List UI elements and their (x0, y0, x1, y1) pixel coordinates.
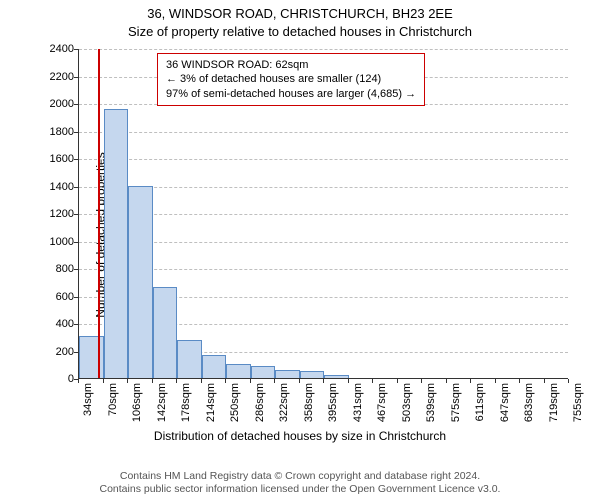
legend-line-3: 97% of semi-detached houses are larger (… (166, 87, 416, 101)
y-tick-label: 1000 (34, 236, 74, 248)
x-tick-label: 719sqm (548, 383, 560, 429)
x-tick-label: 647sqm (499, 383, 511, 429)
footer-line-2: Contains public sector information licen… (8, 483, 592, 496)
footer: Contains HM Land Registry data © Crown c… (8, 470, 592, 496)
x-tick-label: 322sqm (278, 383, 290, 429)
y-tick-label: 2000 (34, 98, 74, 110)
histogram-bar (128, 186, 153, 379)
x-tick-label: 286sqm (254, 383, 266, 429)
property-marker (98, 49, 100, 378)
y-tick-label: 1200 (34, 208, 74, 220)
x-tick-label: 106sqm (131, 383, 143, 429)
y-tick-label: 200 (34, 346, 74, 358)
histogram-bar (324, 375, 349, 378)
x-tick-label: 358sqm (303, 383, 315, 429)
x-tick-label: 250sqm (229, 383, 241, 429)
x-tick-label: 503sqm (401, 383, 413, 429)
x-tick-label: 611sqm (474, 383, 486, 429)
y-tick-label: 0 (34, 373, 74, 385)
chart-container: Number of detached properties 0200400600… (52, 45, 582, 425)
histogram-bar (275, 370, 300, 378)
histogram-bar (226, 364, 251, 378)
legend-line-1: 36 WINDSOR ROAD: 62sqm (166, 58, 416, 72)
y-tick-label: 1600 (34, 153, 74, 165)
histogram-bar (104, 109, 129, 379)
y-tick-label: 400 (34, 318, 74, 330)
x-tick-label: 142sqm (156, 383, 168, 429)
y-tick-label: 800 (34, 263, 74, 275)
x-tick-label: 214sqm (205, 383, 217, 429)
x-tick-label: 178sqm (180, 383, 192, 429)
x-tick-label: 467sqm (376, 383, 388, 429)
histogram-bar (202, 355, 227, 378)
histogram-bar (177, 340, 202, 379)
footer-line-1: Contains HM Land Registry data © Crown c… (8, 470, 592, 483)
y-tick-label: 2400 (34, 43, 74, 55)
x-axis-label: Distribution of detached houses by size … (8, 429, 592, 443)
page-title: 36, WINDSOR ROAD, CHRISTCHURCH, BH23 2EE (8, 6, 592, 22)
legend-line-2: ← 3% of detached houses are smaller (124… (166, 72, 416, 86)
x-tick-label: 575sqm (450, 383, 462, 429)
page-subtitle: Size of property relative to detached ho… (8, 24, 592, 40)
x-tick-label: 431sqm (352, 383, 364, 429)
y-tick-label: 2200 (34, 71, 74, 83)
histogram-bar (153, 287, 178, 378)
x-tick-label: 395sqm (327, 383, 339, 429)
histogram-bar (251, 366, 276, 378)
legend-box: 36 WINDSOR ROAD: 62sqm ← 3% of detached … (157, 53, 425, 106)
x-tick-label: 539sqm (425, 383, 437, 429)
y-tick-label: 1400 (34, 181, 74, 193)
y-tick-label: 600 (34, 291, 74, 303)
x-tick-label: 34sqm (82, 383, 94, 429)
histogram-bar (300, 371, 325, 378)
x-tick-label: 683sqm (523, 383, 535, 429)
x-tick-label: 70sqm (107, 383, 119, 429)
x-tick-label: 755sqm (572, 383, 584, 429)
y-tick-label: 1800 (34, 126, 74, 138)
